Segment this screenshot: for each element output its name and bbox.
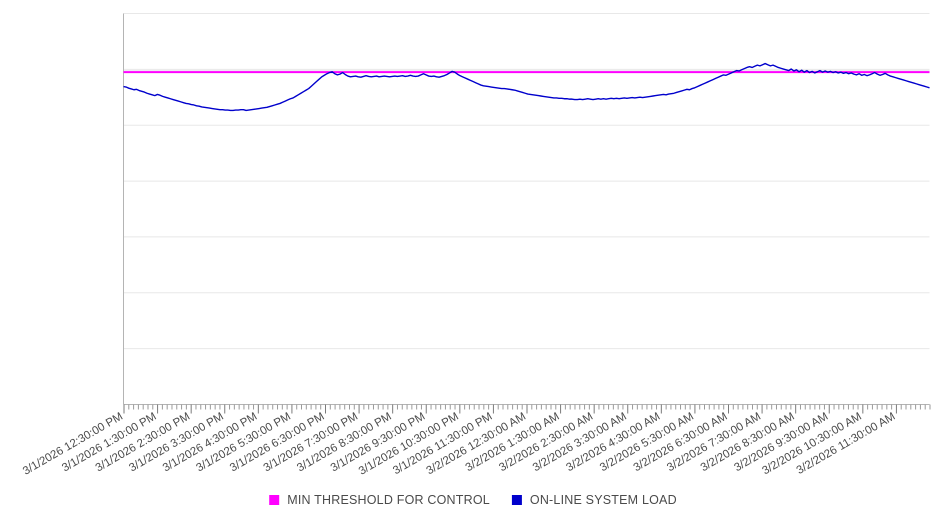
legend-swatch [269, 495, 280, 505]
load-line [123, 62, 930, 112]
x-axis-tick-labels: 3/1/2026 12:30:00 PM3/1/2026 1:30:00 PM3… [21, 411, 897, 478]
legend: MIN THRESHOLD FOR CONTROL ON-LINE SYSTEM … [269, 493, 677, 507]
legend-label: ON-LINE SYSTEM LOAD [530, 493, 677, 507]
x-axis-ticks [123, 404, 931, 414]
legend-label: MIN THRESHOLD FOR CONTROL [287, 493, 490, 507]
legend-swatch [511, 495, 522, 505]
series-lines [123, 62, 930, 112]
